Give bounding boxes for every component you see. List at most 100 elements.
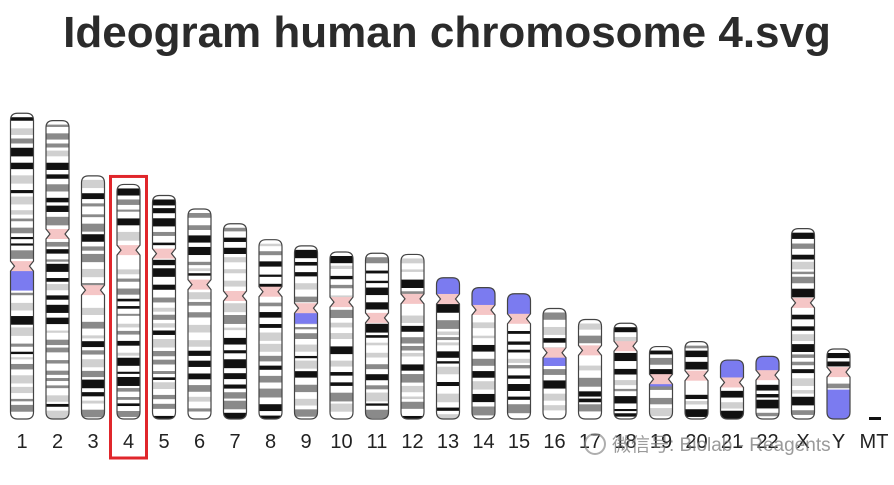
chromosome-label: 20 [685,431,707,453]
band [507,331,531,334]
band [436,320,460,329]
chromosome-label: 14 [472,431,494,453]
band [365,364,389,370]
band [259,404,282,412]
band [507,375,531,379]
band [294,409,318,417]
chromosome-outline [790,228,816,420]
band [10,227,34,234]
chromosome-outline [542,307,567,420]
band [81,223,105,232]
centromere [223,290,247,301]
band [223,373,247,380]
band [827,361,850,367]
band [401,415,424,419]
chromosome-label: 8 [265,431,276,453]
band [401,291,424,296]
band [188,246,211,256]
chromosome-label: 2 [52,431,63,453]
chromosome-outline [9,112,35,420]
band [152,350,176,357]
band [81,379,105,389]
band [365,335,389,338]
band [436,331,460,336]
band [117,298,140,302]
centromere [472,304,495,315]
chromosome-outline [506,293,532,420]
band [791,314,815,320]
band [10,243,34,246]
band [81,246,105,251]
chromosome-20: 20 [684,341,709,453]
chromosome-outline [293,245,319,420]
band [259,324,282,328]
band [188,213,211,218]
band [614,413,637,417]
band [46,360,69,364]
chromosome-outline [719,359,745,420]
band [259,332,282,341]
band [46,317,69,325]
band [46,241,69,247]
band [46,304,69,313]
stalk-region [10,266,34,291]
band [507,396,531,400]
chromosome-outline [329,251,354,420]
band [259,274,282,277]
chromosome-3: 3 [80,175,106,453]
page-title: Ideogram human chromosome 4.svg [63,8,831,57]
band [188,312,211,318]
chromosome-10: 10 [329,251,354,453]
band [507,404,531,414]
band [685,394,708,400]
band [259,251,282,256]
band [188,360,211,367]
band [223,257,247,263]
band [472,358,495,366]
band [791,276,815,284]
band [649,397,673,405]
band [46,174,69,179]
band [188,340,211,347]
band [10,375,34,384]
band [10,357,34,360]
band [720,410,744,419]
band [46,133,69,140]
band [117,376,140,386]
band [117,209,140,212]
centromere [578,345,602,356]
band [294,333,318,340]
band [330,255,353,264]
band [649,384,673,390]
chromosome-label: 12 [401,431,423,453]
band [46,347,69,353]
band [685,350,708,358]
centromere [259,286,282,297]
band [152,307,176,312]
band [472,393,495,403]
band [259,375,282,383]
stalk-region [720,360,744,381]
band [259,283,282,289]
band [543,312,566,320]
band [46,403,69,407]
chromosome-outline [435,277,461,420]
band [81,370,105,378]
band [578,398,602,403]
band [152,339,176,348]
band [10,404,34,412]
chromosome-outline [116,183,141,420]
band [81,392,105,397]
band [117,410,140,417]
band [117,397,140,400]
chromosome-label: 22 [756,431,778,453]
band [614,380,637,386]
centromere [152,248,176,259]
band [791,288,815,298]
chromosome-label: 6 [194,431,205,453]
band [10,117,34,121]
band [46,410,69,419]
band [436,382,460,387]
band [152,268,176,277]
band [791,243,815,249]
